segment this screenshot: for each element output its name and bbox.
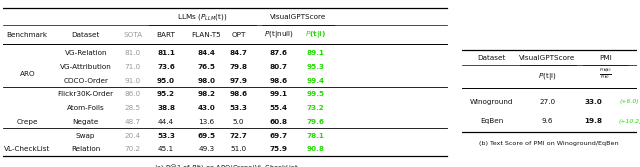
Text: 95.2: 95.2	[157, 92, 175, 98]
Text: 70.2: 70.2	[125, 146, 141, 152]
Text: COCO-Order: COCO-Order	[63, 78, 108, 84]
Text: Winoground: Winoground	[470, 99, 513, 105]
Text: $P$(t|i): $P$(t|i)	[538, 71, 557, 82]
Text: Benchmark: Benchmark	[7, 32, 48, 38]
Text: Negate: Negate	[72, 119, 99, 125]
Text: (a) R@1 of $P$(t) on ARO/Crepe/VL-CheckList: (a) R@1 of $P$(t) on ARO/Crepe/VL-CheckL…	[154, 162, 299, 167]
Text: 97.9: 97.9	[229, 78, 247, 84]
Text: (+6.0): (+6.0)	[620, 99, 639, 104]
Text: 49.3: 49.3	[198, 146, 214, 152]
Text: 86.0: 86.0	[125, 92, 141, 98]
Text: Relation: Relation	[71, 146, 100, 152]
Text: VisualGPTScore: VisualGPTScore	[269, 14, 326, 20]
Text: 53.3: 53.3	[157, 133, 175, 139]
Text: 45.1: 45.1	[158, 146, 174, 152]
Text: ARO: ARO	[19, 71, 35, 77]
Text: 48.7: 48.7	[125, 119, 141, 125]
Text: 20.4: 20.4	[125, 133, 141, 139]
Text: 72.7: 72.7	[230, 133, 247, 139]
Text: 28.5: 28.5	[125, 105, 141, 111]
Text: 80.7: 80.7	[269, 64, 287, 70]
Text: 44.4: 44.4	[158, 119, 174, 125]
Text: 81.0: 81.0	[125, 50, 141, 56]
Text: 81.1: 81.1	[157, 50, 175, 56]
Text: 99.1: 99.1	[269, 92, 287, 98]
Text: 69.7: 69.7	[269, 133, 287, 139]
Text: 84.4: 84.4	[197, 50, 215, 56]
Text: 69.5: 69.5	[197, 133, 215, 139]
Text: 60.8: 60.8	[269, 119, 287, 125]
Text: (+10.2): (+10.2)	[618, 119, 640, 124]
Text: 71.0: 71.0	[125, 64, 141, 70]
Text: PMI: PMI	[599, 55, 612, 61]
Text: 9.6: 9.6	[542, 118, 554, 124]
Text: 95.0: 95.0	[157, 78, 175, 84]
Text: 43.0: 43.0	[197, 105, 215, 111]
Text: VG-Attribution: VG-Attribution	[60, 64, 111, 70]
Text: 91.0: 91.0	[125, 78, 141, 84]
Text: 55.4: 55.4	[269, 105, 287, 111]
Text: OPT: OPT	[231, 32, 246, 38]
Text: FLAN-T5: FLAN-T5	[191, 32, 221, 38]
Text: $P$(t|null): $P$(t|null)	[264, 29, 294, 40]
Text: 53.3: 53.3	[229, 105, 247, 111]
Text: 89.1: 89.1	[307, 50, 324, 56]
Text: 79.8: 79.8	[229, 64, 247, 70]
Text: 87.6: 87.6	[269, 50, 287, 56]
Text: VisualGPTScore: VisualGPTScore	[520, 55, 576, 61]
Text: 90.8: 90.8	[307, 146, 324, 152]
Text: 98.6: 98.6	[229, 92, 248, 98]
Text: VL-CheckList: VL-CheckList	[4, 146, 51, 152]
Text: Atom-Foils: Atom-Foils	[67, 105, 104, 111]
Text: 5.0: 5.0	[232, 119, 244, 125]
Text: 38.8: 38.8	[157, 105, 175, 111]
Text: SOTA: SOTA	[123, 32, 142, 38]
Text: 51.0: 51.0	[230, 146, 246, 152]
Text: EqBen: EqBen	[480, 118, 503, 124]
Text: 73.6: 73.6	[157, 64, 175, 70]
Text: $\frac{P(\mathbf{t}|\mathbf{i})}{P(\mathbf{t})}$: $\frac{P(\mathbf{t}|\mathbf{i})}{P(\math…	[599, 67, 612, 80]
Text: LLMs ($P_{LLM}$(t)): LLMs ($P_{LLM}$(t))	[177, 12, 228, 22]
Text: VG-Relation: VG-Relation	[65, 50, 107, 56]
Text: Crepe: Crepe	[17, 119, 38, 125]
Text: 99.5: 99.5	[307, 92, 324, 98]
Text: (b) Text Score of PMI on Winoground/EqBen: (b) Text Score of PMI on Winoground/EqBe…	[479, 141, 619, 146]
Text: 27.0: 27.0	[540, 99, 556, 105]
Text: Dataset: Dataset	[477, 55, 506, 61]
Text: 78.1: 78.1	[307, 133, 324, 139]
Text: Dataset: Dataset	[72, 32, 100, 38]
Text: 76.5: 76.5	[197, 64, 215, 70]
Text: Swap: Swap	[76, 133, 95, 139]
Text: $P$(t|i): $P$(t|i)	[305, 29, 326, 40]
Text: 73.2: 73.2	[307, 105, 324, 111]
Text: 98.6: 98.6	[269, 78, 287, 84]
Text: 13.6: 13.6	[198, 119, 214, 125]
Text: 95.3: 95.3	[307, 64, 324, 70]
Text: 19.8: 19.8	[584, 118, 602, 124]
Text: 33.0: 33.0	[584, 99, 602, 105]
Text: 98.2: 98.2	[197, 92, 215, 98]
Text: 98.0: 98.0	[197, 78, 215, 84]
Text: Flickr30K-Order: Flickr30K-Order	[58, 92, 114, 98]
Text: 79.6: 79.6	[307, 119, 324, 125]
Text: 99.4: 99.4	[307, 78, 324, 84]
Text: 75.9: 75.9	[269, 146, 287, 152]
Text: BART: BART	[157, 32, 175, 38]
Text: 84.7: 84.7	[229, 50, 247, 56]
